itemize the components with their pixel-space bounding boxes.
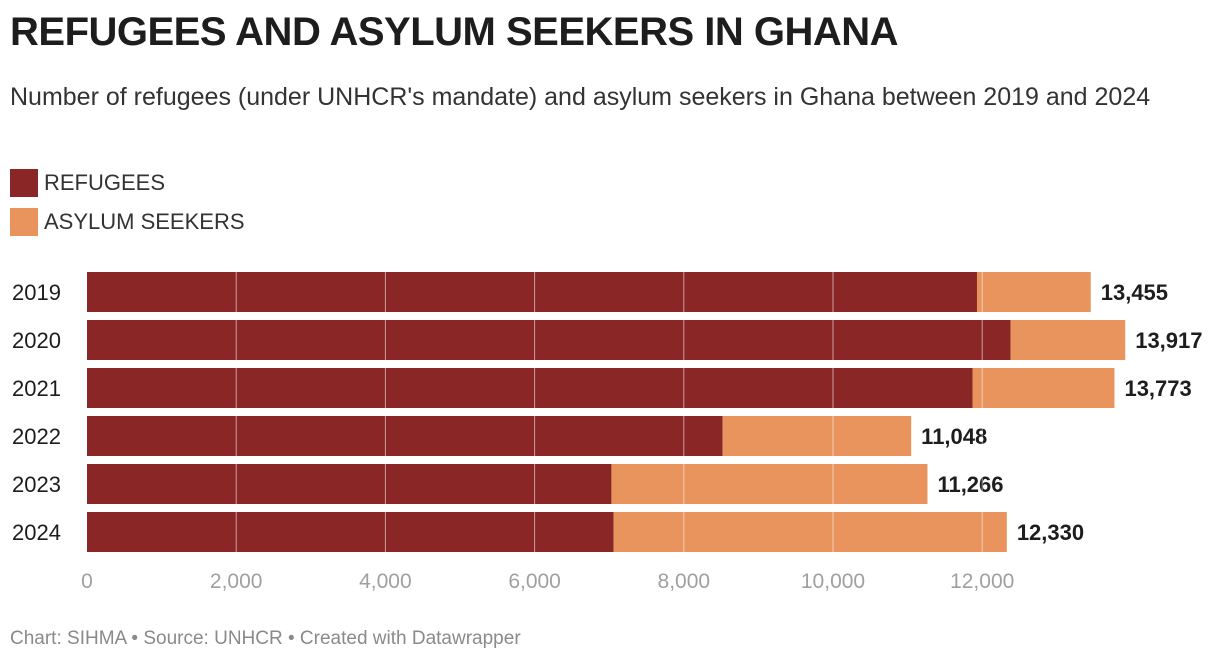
total-label-2023: 11,266 [937,472,1003,497]
total-label-2020: 13,917 [1135,328,1202,353]
chart-title: REFUGEES AND ASYLUM SEEKERS IN GHANA [10,10,899,54]
x-tick-label-12,000: 12,000 [950,570,1014,593]
y-tick-label-2020: 2020 [12,328,61,353]
bar-chart: 2019 13,455 2020 13,917 2021 13,773 2022 11,048… [12,272,1203,593]
x-tick-label-6,000: 6,000 [508,570,561,593]
legend-item-refugees: REFUGEES [10,168,245,198]
bar-asylum-seekers-2019 [976,272,1091,312]
legend-item-asylum-seekers: ASYLUM SEEKERS [10,207,245,237]
bar-refugees-2021 [87,368,973,408]
x-tick-label-10,000: 10,000 [801,570,865,593]
bar-asylum-seekers-2021 [972,368,1115,408]
bar-asylum-seekers-2022 [722,416,912,456]
bar-asylum-seekers-2020 [1010,320,1126,360]
y-tick-label-2022: 2022 [12,424,61,449]
x-tick-label-0: 0 [81,570,93,593]
y-tick-label-2019: 2019 [12,280,61,305]
legend-swatch-asylum-seekers [10,208,38,236]
legend-swatch-refugees [10,169,38,197]
x-tick-label-8,000: 8,000 [658,570,711,593]
chart-subtitle: Number of refugees (under UNHCR's mandat… [10,83,1151,111]
legend-label-asylum-seekers: ASYLUM SEEKERS [44,209,245,234]
legend-label-refugees: REFUGEES [44,170,166,195]
total-label-2022: 11,048 [921,424,987,449]
total-label-2024: 12,330 [1017,520,1084,545]
x-tick-label-2,000: 2,000 [210,570,263,593]
bar-refugees-2019 [87,272,977,312]
chart-footer: Chart: SIHMA • Source: UNHCR • Created w… [10,628,521,649]
bar-refugees-2022 [87,416,723,456]
bar-asylum-seekers-2024 [613,512,1007,552]
x-tick-label-4,000: 4,000 [359,570,412,593]
total-label-2021: 13,773 [1124,376,1191,401]
bar-refugees-2024 [87,512,614,552]
bar-asylum-seekers-2023 [611,464,928,504]
legend: REFUGEES ASYLUM SEEKERS [10,168,245,246]
y-tick-label-2023: 2023 [12,472,61,497]
bar-refugees-2023 [87,464,612,504]
y-tick-label-2021: 2021 [12,376,61,401]
total-label-2019: 13,455 [1101,280,1168,305]
bar-refugees-2020 [87,320,1011,360]
y-tick-label-2024: 2024 [12,520,61,545]
